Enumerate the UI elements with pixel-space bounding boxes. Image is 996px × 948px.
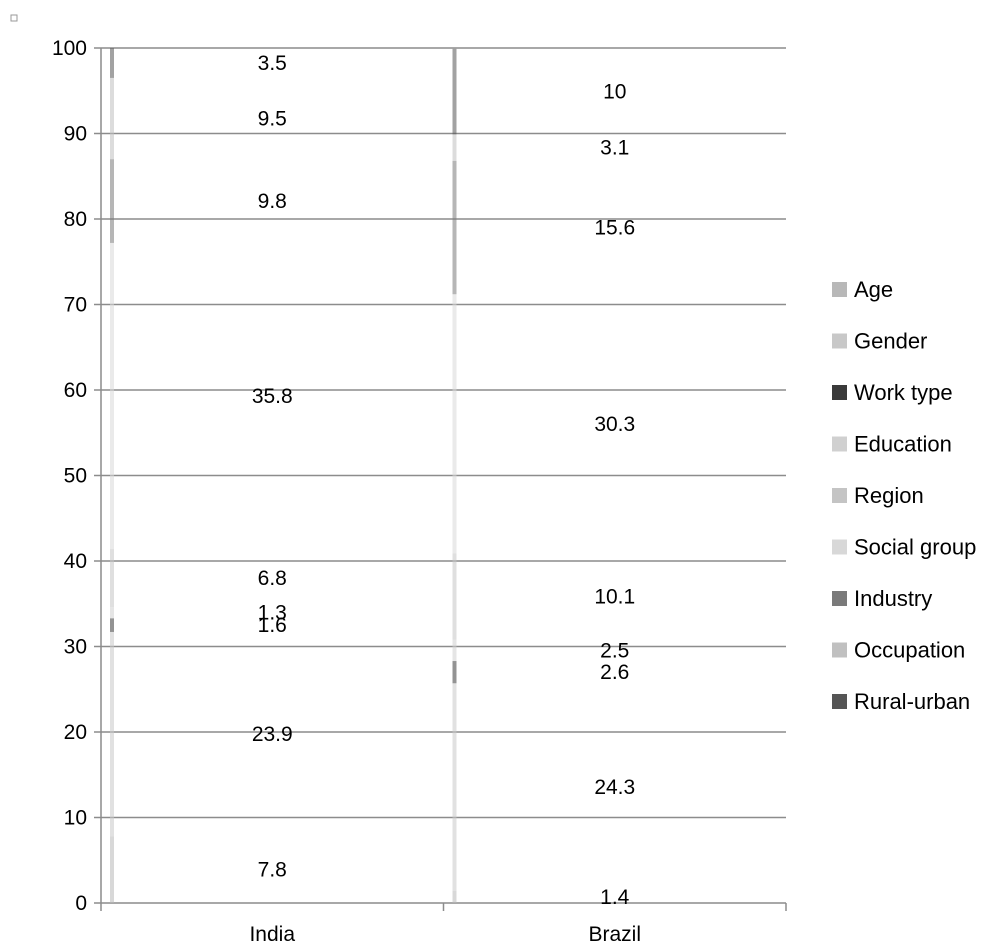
bar-segment bbox=[110, 159, 114, 243]
legend-label: Occupation bbox=[854, 638, 965, 663]
legend-swatch bbox=[832, 642, 847, 658]
data-label: 10.1 bbox=[594, 585, 635, 608]
data-label: 1.3 bbox=[258, 602, 287, 625]
data-label: 9.5 bbox=[258, 108, 287, 131]
y-tick-label: 80 bbox=[64, 208, 87, 231]
legend-label: Industry bbox=[854, 586, 932, 611]
data-label: 23.9 bbox=[252, 723, 293, 746]
data-labels: 7.8 1.4 23.9 24.3 1.6 2.6 1.3 2.5 6.8 10.1 35.8 30.… bbox=[252, 52, 635, 909]
bar-segment bbox=[110, 618, 114, 632]
bar-segment bbox=[452, 661, 457, 684]
y-tick-label: 60 bbox=[64, 379, 87, 402]
bar-segment bbox=[452, 160, 457, 295]
data-label: 2.5 bbox=[600, 639, 629, 662]
data-label: 24.3 bbox=[594, 776, 635, 799]
bar-segment bbox=[110, 836, 114, 903]
legend-swatch bbox=[832, 282, 847, 297]
data-label: 3.5 bbox=[258, 52, 287, 75]
bar-segment bbox=[110, 549, 114, 608]
bar-segment bbox=[452, 48, 457, 135]
bar-segment bbox=[452, 891, 457, 903]
legend-label: Age bbox=[854, 277, 893, 302]
legend-swatch bbox=[832, 694, 847, 709]
data-label: 35.8 bbox=[252, 385, 293, 408]
corner-marker-icon bbox=[10, 14, 18, 22]
data-label: 15.6 bbox=[594, 217, 635, 240]
y-tick-label: 100 bbox=[52, 37, 87, 60]
data-label: 6.8 bbox=[258, 567, 287, 590]
data-label: 1.6 bbox=[258, 614, 287, 637]
bar-segment bbox=[110, 77, 114, 160]
legend-swatch bbox=[832, 539, 847, 555]
bar-segment bbox=[452, 683, 457, 892]
data-label: 1.4 bbox=[600, 886, 630, 909]
data-label: 2.6 bbox=[600, 661, 629, 684]
y-tick-label: 90 bbox=[64, 123, 87, 146]
category-label: India bbox=[249, 923, 295, 946]
legend-swatch bbox=[832, 488, 847, 503]
bars bbox=[110, 48, 457, 903]
axes: 0 10 20 30 40 50 60 70 80 90 100 India Brazil bbox=[10, 14, 787, 946]
legend-label: Social group bbox=[854, 535, 976, 560]
data-label: 3.1 bbox=[600, 137, 629, 160]
y-tick-label: 20 bbox=[64, 721, 87, 744]
data-label: 10 bbox=[603, 81, 626, 104]
y-tick-label: 50 bbox=[64, 465, 87, 488]
data-label: 30.3 bbox=[594, 413, 635, 436]
gridlines bbox=[101, 47, 786, 819]
legend-swatch bbox=[832, 436, 847, 452]
data-label: 9.8 bbox=[258, 190, 287, 213]
y-tick-label: 10 bbox=[64, 807, 87, 830]
bar-segment bbox=[110, 607, 114, 619]
bar-segment bbox=[452, 294, 457, 554]
legend-label: Work type bbox=[854, 380, 953, 405]
bar-segment bbox=[452, 553, 457, 640]
legend-swatch bbox=[832, 591, 847, 606]
y-tick-label: 0 bbox=[75, 892, 87, 915]
legend-label: Education bbox=[854, 432, 952, 457]
bar-segment bbox=[110, 631, 114, 837]
bar-segment bbox=[452, 639, 457, 662]
y-tick-label: 70 bbox=[64, 294, 87, 317]
legend: Age Gender Work type Education Region Social … bbox=[832, 277, 976, 714]
bar-segment bbox=[452, 134, 457, 161]
legend-label: Rural-urban bbox=[854, 689, 970, 714]
data-label: 7.8 bbox=[258, 859, 287, 882]
legend-swatch bbox=[832, 385, 847, 400]
legend-swatch bbox=[832, 333, 847, 349]
y-tick-label: 30 bbox=[64, 636, 87, 659]
category-label: Brazil bbox=[588, 923, 641, 946]
bar-segment bbox=[110, 48, 114, 78]
bar-segment bbox=[110, 242, 114, 550]
y-tick-label: 40 bbox=[64, 550, 87, 573]
legend-label: Gender bbox=[854, 329, 927, 354]
legend-label: Region bbox=[854, 483, 924, 508]
